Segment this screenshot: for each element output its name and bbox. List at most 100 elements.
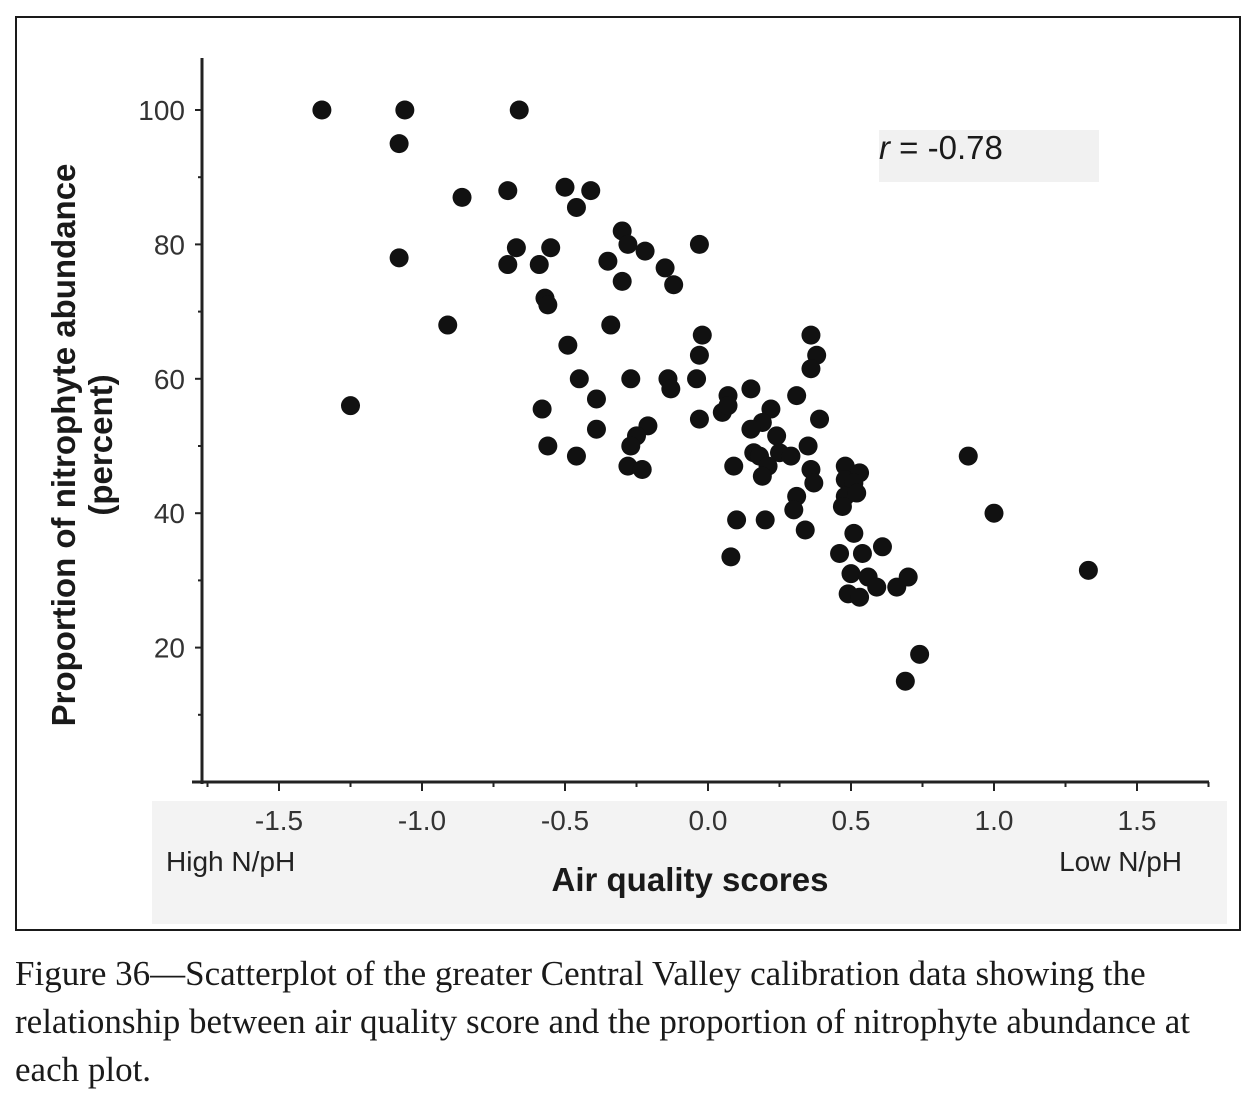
chart-frame: 20 40 60 80 100 -1.5 -1.0 -0.5 0.0 0.5 1.0 1.5 r =…	[15, 16, 1241, 931]
data-point	[801, 325, 821, 345]
data-point	[498, 255, 518, 275]
data-point	[312, 100, 332, 120]
data-point	[621, 436, 641, 456]
data-point	[612, 271, 632, 291]
data-point	[1078, 560, 1098, 580]
y-axis-title-line2: (percent)	[82, 374, 119, 515]
data-point	[830, 544, 850, 564]
data-point	[538, 295, 558, 315]
x-axis-label-band	[152, 801, 1227, 924]
data-points	[312, 100, 1098, 691]
data-point	[586, 419, 606, 439]
data-point	[566, 446, 586, 466]
data-point	[655, 258, 675, 278]
data-point	[984, 503, 1004, 523]
data-point	[798, 436, 818, 456]
x-tick-label: 0.5	[832, 805, 871, 836]
data-point	[555, 177, 575, 197]
data-point	[541, 238, 561, 258]
data-point	[787, 386, 807, 406]
data-point	[586, 389, 606, 409]
x-axis-right-label: Low N/pH	[1059, 846, 1182, 877]
x-axis-ticks: -1.5 -1.0 -0.5 0.0 0.5 1.0 1.5	[206, 782, 1210, 836]
data-point	[618, 456, 638, 476]
data-point	[784, 500, 804, 520]
data-point	[689, 345, 709, 365]
data-point	[692, 325, 712, 345]
data-point	[781, 446, 801, 466]
x-tick-label: -1.5	[255, 805, 303, 836]
scatter-chart: 20 40 60 80 100 -1.5 -1.0 -0.5 0.0 0.5 1.0 1.5 r =…	[45, 58, 1227, 924]
data-point	[804, 473, 824, 493]
data-point	[795, 520, 815, 540]
data-point	[689, 234, 709, 254]
data-point	[895, 671, 915, 691]
data-point	[721, 547, 741, 567]
data-point	[341, 396, 360, 416]
data-point	[844, 523, 864, 543]
r-symbol: r	[879, 129, 892, 166]
x-tick-label: -0.5	[541, 805, 589, 836]
data-point	[841, 564, 861, 584]
y-axis-ticks: 20 40 60 80 100	[138, 95, 202, 716]
data-point	[621, 369, 641, 389]
data-point	[389, 248, 409, 268]
data-point	[438, 315, 458, 335]
x-tick-label: 1.0	[975, 805, 1014, 836]
x-axis-title: Air quality scores	[552, 861, 829, 898]
data-point	[689, 409, 709, 429]
correlation-annotation-background	[879, 130, 1099, 182]
data-point	[850, 587, 870, 607]
y-tick-label: 80	[154, 229, 185, 260]
data-point	[598, 251, 618, 271]
y-tick-label: 60	[154, 364, 185, 395]
data-point	[389, 134, 409, 154]
data-point	[898, 567, 918, 587]
y-axis-title: Proportion of nitrophyte abundance	[45, 164, 82, 727]
data-point	[910, 644, 930, 664]
data-point	[741, 419, 761, 439]
data-point	[498, 181, 518, 201]
y-tick-label: 40	[154, 498, 185, 529]
data-point	[727, 510, 747, 530]
data-point	[601, 315, 621, 335]
data-point	[566, 197, 586, 217]
x-axis-left-label: High N/pH	[166, 846, 295, 877]
data-point	[558, 335, 578, 355]
data-point	[958, 446, 978, 466]
x-tick-label: -1.0	[398, 805, 446, 836]
data-point	[618, 234, 638, 254]
figure-caption: Figure 36—Scatterplot of the greater Cen…	[15, 954, 1191, 1089]
data-point	[752, 466, 772, 486]
data-point	[532, 399, 552, 419]
data-point	[767, 426, 787, 446]
data-point	[835, 456, 855, 476]
correlation-annotation: r = -0.78	[879, 129, 1003, 166]
data-point	[867, 577, 887, 597]
data-point	[581, 181, 601, 201]
data-point	[506, 238, 526, 258]
data-point	[741, 379, 761, 399]
y-tick-label: 20	[154, 633, 185, 664]
data-point	[872, 537, 892, 557]
x-tick-label: 0.0	[689, 805, 728, 836]
r-value: = -0.78	[890, 129, 1003, 166]
data-point	[724, 456, 744, 476]
data-point	[810, 409, 830, 429]
data-point	[661, 379, 681, 399]
data-point	[569, 369, 589, 389]
data-point	[687, 369, 707, 389]
data-point	[832, 496, 852, 516]
data-point	[529, 255, 549, 275]
x-tick-label: 1.5	[1118, 805, 1157, 836]
data-point	[395, 100, 415, 120]
data-point	[847, 483, 867, 503]
data-point	[852, 544, 872, 564]
data-point	[801, 359, 821, 379]
data-point	[755, 510, 775, 530]
y-tick-label: 100	[138, 95, 185, 126]
data-point	[718, 396, 738, 416]
data-point	[635, 241, 655, 261]
data-point	[509, 100, 529, 120]
data-point	[664, 275, 684, 295]
